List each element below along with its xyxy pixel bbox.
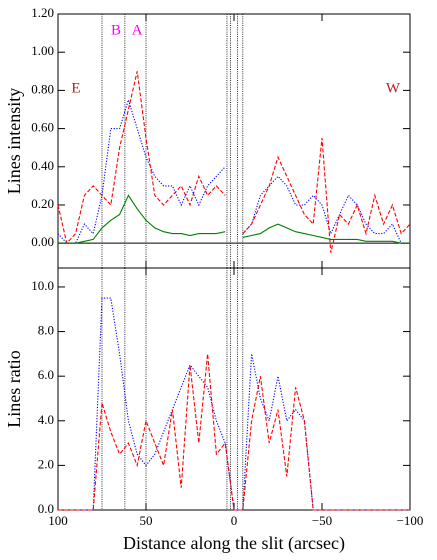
series-line bbox=[58, 353, 410, 511]
annotation: W bbox=[386, 80, 401, 96]
y-tick-label: 6.0 bbox=[38, 367, 54, 382]
plot-frame bbox=[57, 267, 411, 511]
series-line bbox=[58, 297, 410, 511]
series-line bbox=[57, 71, 411, 253]
y-tick-label: 0.00 bbox=[31, 234, 54, 249]
y-tick-label: 0.40 bbox=[31, 158, 54, 173]
y-tick-label: 8.0 bbox=[38, 323, 54, 338]
y-tick-label: 2.0 bbox=[38, 456, 54, 471]
x-axis-label: Distance along the slit (arcsec) bbox=[123, 533, 345, 554]
annotation: A bbox=[132, 22, 143, 38]
y-tick-label: 0.60 bbox=[31, 120, 54, 135]
y-axis-label: Lines ratio bbox=[4, 350, 24, 427]
series-line bbox=[57, 98, 410, 244]
x-tick-label: 0 bbox=[231, 513, 238, 528]
x-tick-label: 50 bbox=[140, 513, 153, 528]
y-tick-label: 1.00 bbox=[31, 43, 54, 58]
y-tick-label: 10.0 bbox=[31, 278, 54, 293]
y-tick-label: 0.80 bbox=[31, 81, 54, 96]
y-tick-label: 1.20 bbox=[31, 5, 54, 20]
y-tick-label: 0.20 bbox=[31, 196, 54, 211]
x-tick-label: 100 bbox=[48, 513, 68, 528]
y-tick-label: 0.0 bbox=[38, 501, 54, 516]
x-tick-label: −50 bbox=[312, 513, 332, 528]
y-axis-label: Lines intensity bbox=[4, 88, 24, 195]
x-tick-label: −100 bbox=[397, 513, 424, 528]
y-tick-label: 4.0 bbox=[38, 412, 54, 427]
annotation: E bbox=[71, 80, 80, 96]
plot-frame bbox=[57, 13, 411, 269]
annotation: B bbox=[111, 22, 121, 38]
series-line bbox=[58, 194, 410, 244]
